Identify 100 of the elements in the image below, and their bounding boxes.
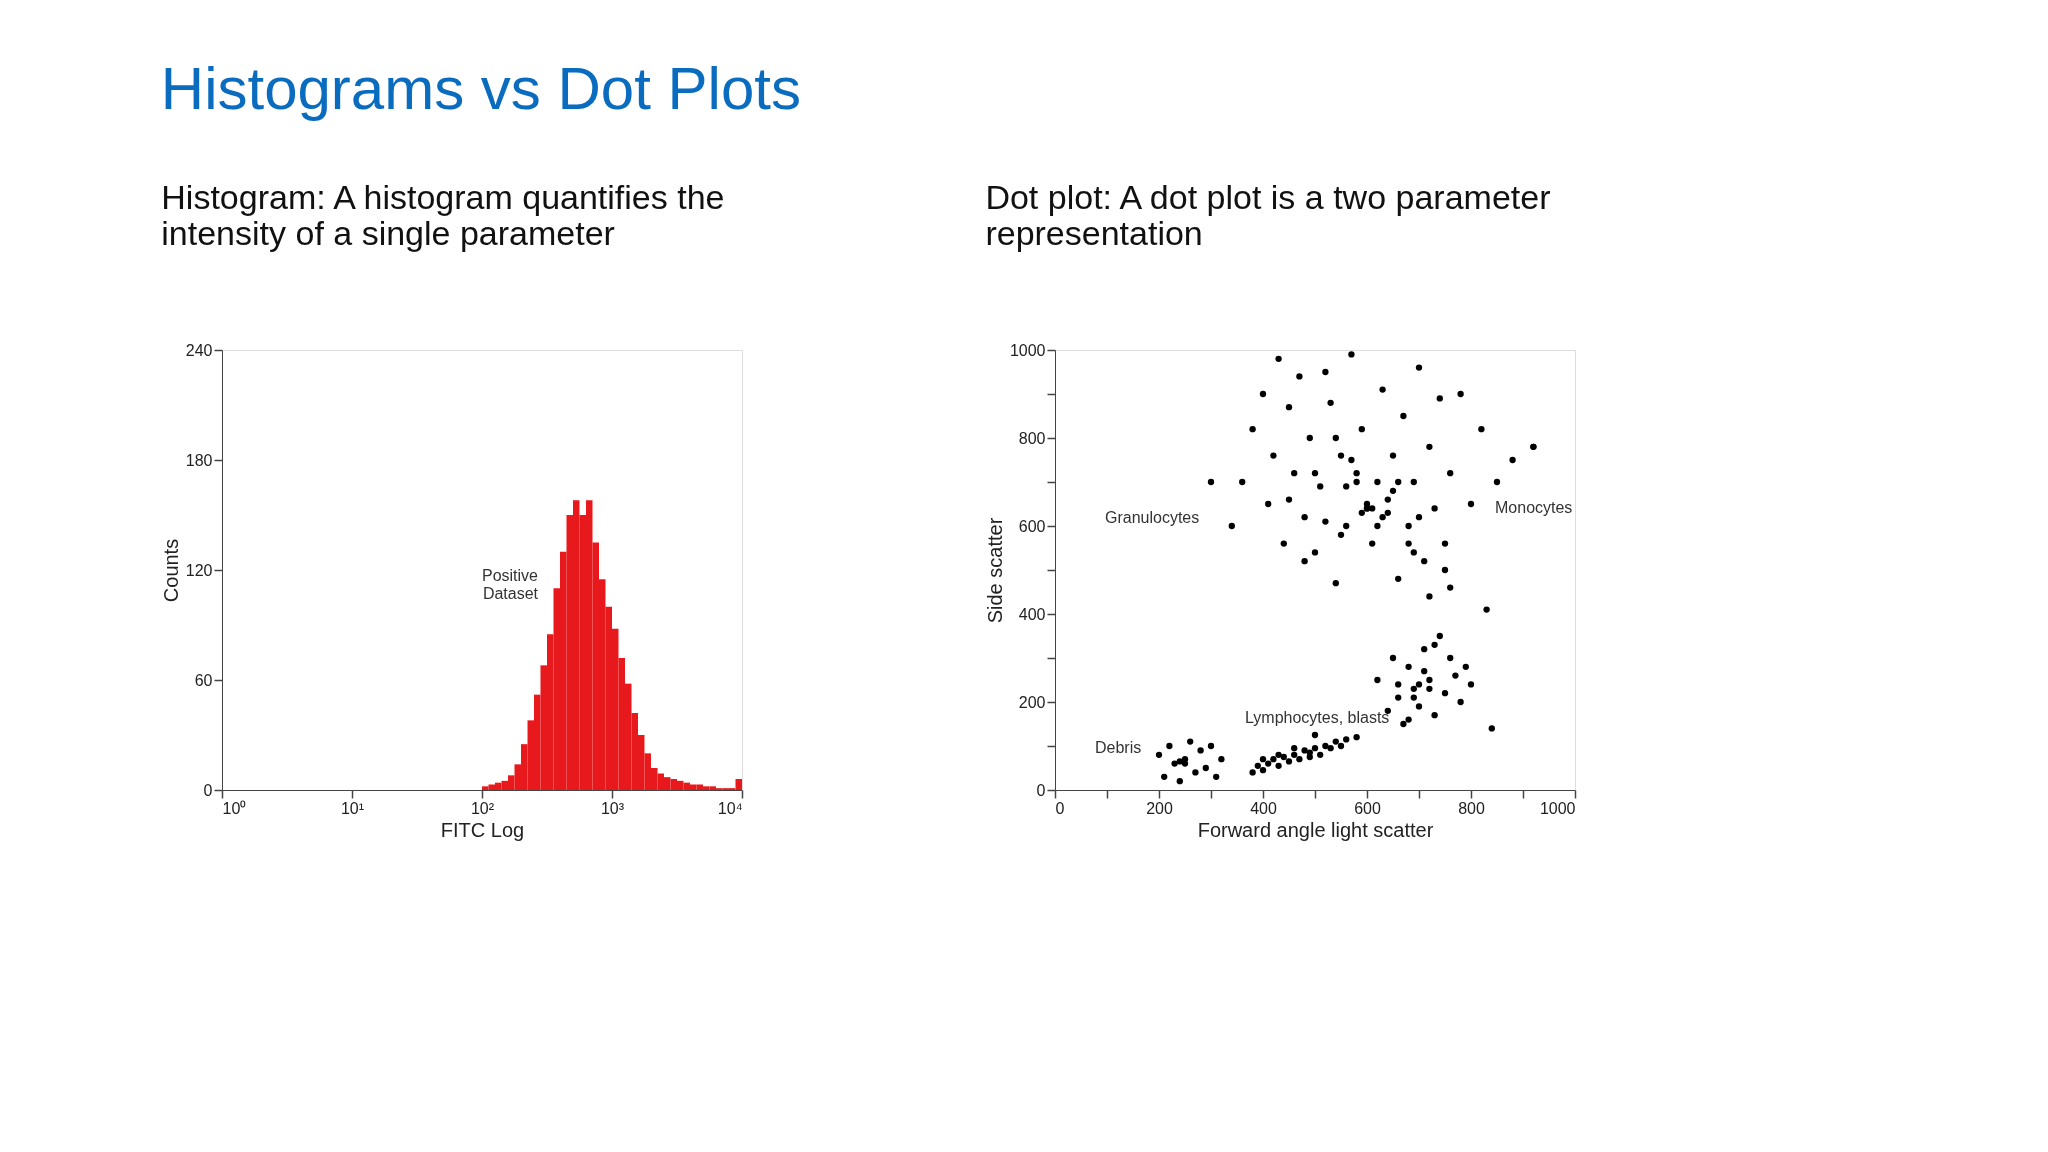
point	[1296, 756, 1303, 763]
y-tick-label: 400	[1018, 605, 1046, 623]
y-tick-label: 600	[1018, 517, 1046, 535]
point	[1322, 742, 1329, 750]
point	[1259, 756, 1267, 763]
point	[1265, 760, 1272, 767]
point	[1161, 773, 1168, 780]
y-tick-label: 0	[203, 781, 213, 799]
point	[1467, 681, 1475, 688]
point	[1530, 443, 1537, 450]
y-tick-label: 60	[194, 671, 213, 689]
x-tick-label: 400	[1250, 799, 1277, 817]
point	[1259, 767, 1267, 774]
x-tick-label: 10⁴	[717, 799, 743, 817]
point	[1395, 681, 1402, 688]
annotation: Monocytes	[1495, 499, 1573, 516]
point	[1421, 668, 1428, 675]
x-tick-label: 10³	[600, 799, 625, 817]
point	[1452, 672, 1459, 679]
point	[1291, 745, 1298, 752]
x-tick-label: 0	[1055, 799, 1065, 817]
point	[1181, 760, 1189, 767]
point	[1431, 641, 1438, 648]
annotation: Debris	[1095, 739, 1142, 756]
x-axis-title: FITC Log	[440, 818, 525, 841]
point	[1400, 720, 1407, 728]
point	[1389, 654, 1397, 662]
x-tick-label: 10¹	[340, 799, 365, 817]
x-tick-label: 200	[1146, 799, 1173, 817]
point	[1415, 681, 1423, 688]
point	[1275, 751, 1282, 758]
y-tick-label: 180	[185, 451, 213, 469]
point	[1311, 731, 1319, 739]
point	[1311, 745, 1319, 752]
point	[1483, 606, 1490, 613]
point	[1306, 753, 1313, 761]
point	[1447, 654, 1454, 662]
point	[1457, 698, 1464, 706]
x-tick-label: 10²	[470, 799, 495, 817]
point	[1436, 632, 1443, 640]
point	[1405, 716, 1412, 723]
point	[1462, 663, 1469, 670]
point	[1166, 742, 1173, 750]
chart-title: Histograms vs Dot Plots	[160, 54, 801, 122]
point	[1270, 756, 1277, 763]
point	[1410, 685, 1417, 692]
point	[1431, 712, 1438, 719]
point	[1254, 762, 1261, 769]
point	[1488, 725, 1495, 732]
point	[1285, 758, 1293, 765]
point	[1280, 753, 1287, 761]
x-tick-label: 800	[1458, 799, 1485, 817]
annotation: Positive Dataset	[481, 566, 539, 602]
point	[1353, 734, 1360, 741]
point	[1317, 751, 1324, 758]
point	[1155, 751, 1163, 758]
y-tick-label: 240	[185, 341, 213, 359]
annotation: Lymphocytes, blasts	[1245, 709, 1390, 726]
y-tick-label: 200	[1018, 693, 1046, 711]
point	[1405, 663, 1412, 670]
y-tick-label: 0	[1036, 781, 1046, 799]
point	[1332, 738, 1339, 745]
point	[1202, 764, 1209, 772]
point	[1176, 778, 1183, 785]
point	[1213, 773, 1220, 780]
point	[1343, 736, 1350, 743]
point	[1171, 760, 1178, 767]
point	[1426, 685, 1433, 692]
point	[1410, 694, 1417, 701]
point	[1395, 694, 1402, 701]
point	[1327, 745, 1334, 752]
y-axis-title: Counts	[159, 538, 182, 603]
point	[1197, 747, 1204, 754]
point	[1249, 769, 1256, 776]
point	[1374, 676, 1381, 684]
point	[1275, 762, 1282, 769]
point	[1176, 758, 1183, 765]
point	[1441, 690, 1449, 697]
point	[1207, 742, 1215, 750]
y-tick-label: 800	[1018, 429, 1046, 447]
y-tick-label: 120	[185, 561, 213, 579]
point	[1207, 478, 1215, 486]
x-tick-label: 10⁰	[222, 799, 247, 817]
text: Histogram: A histogram quantifies the	[161, 178, 725, 216]
y-axis-title: Side scatter	[983, 517, 1006, 624]
point	[1187, 738, 1194, 745]
point	[1337, 742, 1345, 750]
y-tick-label: 1000	[1009, 341, 1046, 359]
point	[1291, 751, 1298, 758]
point	[1426, 676, 1433, 684]
x-tick-label: 600	[1354, 799, 1381, 817]
point	[1192, 769, 1199, 776]
point	[1301, 747, 1308, 754]
point	[1415, 703, 1423, 710]
text: Dot plot: A dot plot is a two parameter	[985, 178, 1551, 216]
x-tick-label: 1000	[1539, 799, 1576, 817]
x-axis-title: Forward angle light scatter	[1197, 818, 1434, 841]
point	[1218, 756, 1225, 763]
point	[1421, 646, 1428, 653]
annotation: Granulocytes	[1105, 509, 1200, 526]
